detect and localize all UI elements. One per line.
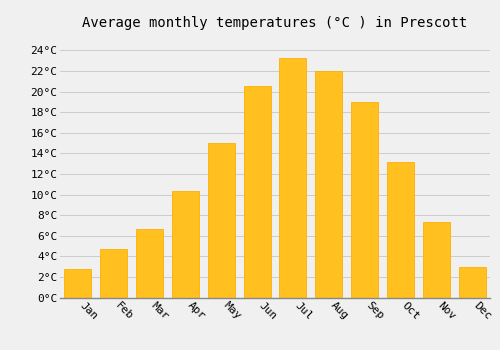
Bar: [423, 222, 450, 298]
Bar: [387, 162, 414, 298]
Bar: [100, 249, 127, 298]
Bar: [244, 86, 270, 298]
Bar: [316, 71, 342, 298]
Bar: [458, 267, 485, 298]
Bar: [64, 269, 92, 298]
Bar: [280, 58, 306, 298]
Bar: [351, 102, 378, 298]
Bar: [172, 191, 199, 298]
Bar: [136, 229, 163, 298]
Title: Average monthly temperatures (°C ) in Prescott: Average monthly temperatures (°C ) in Pr…: [82, 16, 468, 30]
Bar: [208, 143, 234, 298]
